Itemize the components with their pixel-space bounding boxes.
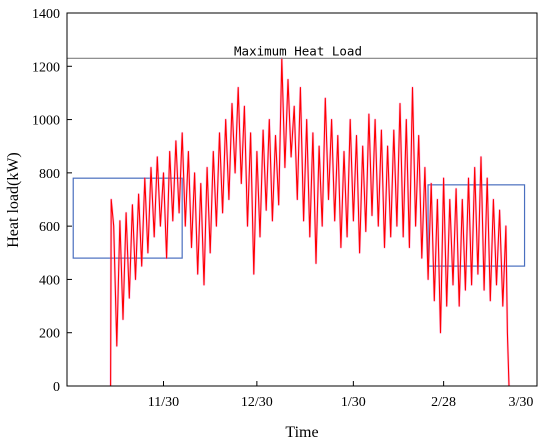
y-tick-label: 400	[39, 273, 60, 288]
y-axis-title: Heat load(kW)	[5, 152, 22, 248]
y-axis-ticks: 0 200 400 600 800 1000 1200 1400	[32, 7, 72, 395]
x-tick-label: 12/30	[241, 395, 273, 410]
y-tick-label: 1400	[32, 7, 60, 22]
x-axis-ticks: 11/30 12/30 1/30 2/28 3/30	[148, 381, 538, 410]
x-tick-label: 11/30	[148, 395, 179, 410]
max-heat-load-label: Maximum Heat Load	[234, 43, 362, 58]
reference-line-group: Maximum Heat Load	[67, 43, 537, 59]
series-line-1	[110, 57, 510, 387]
x-tick-label: 2/28	[431, 395, 456, 410]
y-tick-label: 600	[39, 220, 60, 235]
y-tick-label: 0	[53, 380, 60, 395]
series-layer	[109, 57, 511, 387]
y-tick-label: 1200	[32, 60, 60, 75]
highlight-box-2	[427, 184, 526, 267]
y-tick-label: 1000	[32, 114, 60, 129]
plot-frame	[66, 12, 538, 387]
x-tick-label: 3/30	[509, 395, 534, 410]
y-tick-label: 800	[39, 167, 60, 182]
y-tick-label: 200	[39, 327, 60, 342]
x-axis-title: Time	[285, 424, 318, 441]
x-tick-label: 1/30	[341, 395, 366, 410]
